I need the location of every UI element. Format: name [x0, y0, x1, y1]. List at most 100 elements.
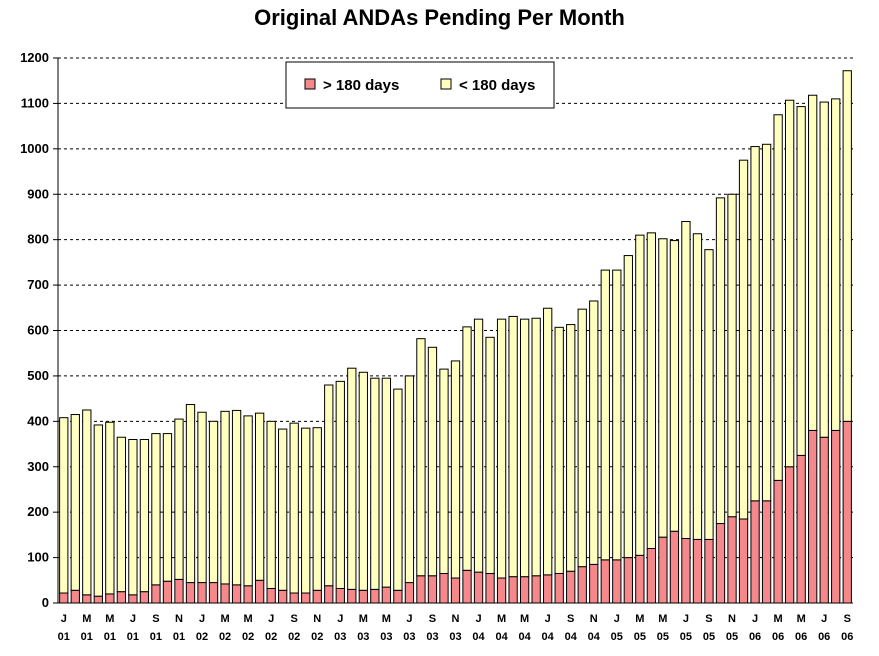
bar-segment-lt180	[704, 249, 714, 540]
x-tick-label-month: M	[497, 613, 506, 625]
bar-segment-lt180	[59, 417, 69, 594]
bar-segment-gt180	[82, 594, 92, 604]
bar-segment-lt180	[531, 317, 541, 577]
bar-segment-lt180	[623, 255, 633, 559]
bar-segment-gt180	[231, 584, 242, 604]
bar-segment-gt180	[842, 420, 852, 604]
x-tick-label-month: J	[545, 613, 551, 625]
x-tick-label-month: J	[683, 613, 689, 625]
x-tick-label-year: 05	[634, 631, 646, 643]
bar-segment-lt180	[347, 367, 357, 590]
bar-segment-gt180	[473, 571, 484, 604]
bar-segment-gt180	[128, 594, 138, 604]
bar-segment-lt180	[370, 377, 380, 590]
bar-segment-lt180	[473, 318, 484, 573]
x-tick-label-year: 04	[542, 631, 555, 643]
bar-segment-lt180	[508, 315, 518, 578]
x-tick-label-year: 06	[772, 631, 784, 643]
x-tick-label-month: M	[220, 613, 229, 625]
bar-segment-lt180	[151, 433, 161, 586]
x-tick-label-year: 05	[703, 631, 715, 643]
y-tick-label: 400	[27, 413, 49, 428]
x-tick-label-year: 05	[726, 631, 738, 643]
bar-segment-lt180	[819, 101, 829, 438]
x-tick-label-month: M	[244, 613, 253, 625]
x-tick-label-month: J	[752, 613, 758, 625]
x-tick-label-year: 02	[196, 631, 208, 643]
x-tick-label-year: 06	[749, 631, 761, 643]
x-tick-label-month: J	[268, 613, 274, 625]
bar-segment-lt180	[427, 346, 438, 577]
y-tick-label: 700	[27, 277, 49, 292]
x-tick-label-month: M	[520, 613, 529, 625]
legend-label-gt180: > 180 days	[323, 77, 399, 94]
bar-segment-gt180	[704, 538, 714, 604]
bar-segment-gt180	[427, 575, 438, 604]
bar-segment-gt180	[577, 566, 587, 604]
x-tick-label-year: 03	[426, 631, 438, 643]
x-tick-label-month: M	[797, 613, 806, 625]
x-tick-label-month: S	[567, 613, 574, 625]
bar-segment-gt180	[646, 548, 657, 604]
x-tick-label-year: 03	[403, 631, 415, 643]
bar-segment-lt180	[162, 433, 173, 582]
bar-segment-lt180	[197, 411, 207, 584]
bar-segment-gt180	[462, 569, 472, 604]
x-tick-label-year: 03	[449, 631, 461, 643]
x-tick-label-month: N	[175, 613, 183, 625]
bar-segment-gt180	[600, 559, 610, 604]
bar-segment-lt180	[519, 318, 530, 578]
x-tick-label-month: N	[452, 613, 460, 625]
bar-segment-gt180	[105, 593, 115, 604]
bar-segment-gt180	[450, 577, 461, 604]
bar-segment-lt180	[185, 404, 196, 584]
legend-label-lt180: < 180 days	[459, 77, 535, 94]
x-tick-label-month: J	[199, 613, 205, 625]
bar-segment-gt180	[116, 591, 127, 604]
bar-segment-lt180	[692, 233, 703, 540]
legend: > 180 days < 180 days	[285, 61, 555, 109]
legend-swatch-lt180	[440, 78, 452, 90]
bar-segment-gt180	[174, 578, 184, 604]
bar-segment-gt180	[589, 563, 599, 604]
x-tick-label-year: 04	[472, 631, 485, 643]
bar-segment-lt180	[727, 193, 737, 518]
bar-segment-gt180	[566, 570, 576, 604]
bar-segment-lt180	[761, 143, 772, 502]
x-tick-label-year: 02	[288, 631, 300, 643]
x-tick-label-month: N	[590, 613, 598, 625]
bar-segment-gt180	[197, 582, 207, 604]
y-tick-label: 600	[27, 323, 49, 338]
bar-segment-gt180	[93, 595, 103, 604]
x-tick-label-year: 04	[495, 631, 508, 643]
bar-segment-lt180	[82, 409, 92, 596]
bar-segment-lt180	[635, 234, 645, 556]
bar-segment-lt180	[439, 368, 449, 574]
x-tick-label-year: 06	[795, 631, 807, 643]
bar-segment-lt180	[462, 326, 472, 571]
bar-segment-lt180	[450, 360, 461, 579]
bar-segment-lt180	[116, 436, 127, 593]
bar-segment-gt180	[485, 572, 495, 604]
x-tick-label-month: M	[105, 613, 114, 625]
x-tick-label-year: 02	[265, 631, 277, 643]
y-tick-label: 800	[27, 232, 49, 247]
x-tick-label-year: 01	[58, 631, 70, 643]
bar-segment-gt180	[381, 586, 392, 604]
bar-segment-gt180	[358, 589, 368, 604]
bar-segment-lt180	[128, 439, 138, 596]
bar-segment-lt180	[301, 427, 311, 594]
bar-segment-lt180	[554, 326, 564, 574]
bar-segment-gt180	[324, 585, 334, 604]
x-tick-labels: J 01 M 01 M 01 J 01 S 01 N 01 J 02 M 02 M 02 J 02 S 02 N 02 J 03 M…	[58, 613, 854, 643]
bar-segment-lt180	[577, 308, 587, 568]
bar-segment-lt180	[485, 336, 495, 574]
bar-segment-lt180	[393, 388, 403, 591]
y-tick-label: 1100	[21, 95, 49, 110]
x-tick-label-month: S	[844, 613, 851, 625]
x-tick-label-month: M	[82, 613, 91, 625]
bar-segment-gt180	[243, 585, 253, 604]
bars	[59, 70, 852, 604]
bar-segment-lt180	[278, 428, 288, 591]
x-tick-label-year: 05	[657, 631, 669, 643]
